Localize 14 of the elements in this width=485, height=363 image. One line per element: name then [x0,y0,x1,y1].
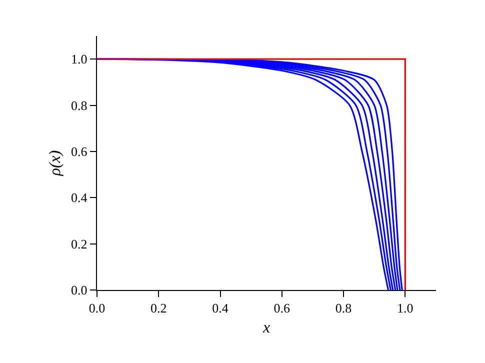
x-tick-label: 1.0 [397,300,414,316]
x-tick-label: 0.2 [150,300,167,316]
y-axis-title: ρ(x) [46,150,64,177]
y-tick-label: 0.0 [71,282,88,298]
x-tick-label: 0.4 [212,300,229,316]
x-tick-label: 0.0 [88,300,106,316]
y-tick-label: 0.8 [71,98,88,113]
x-tick-label: 0.8 [335,300,352,316]
x-tick-label: 0.6 [274,300,291,316]
y-tick-label: 0.2 [71,236,88,252]
x-axis-title: x [262,319,270,336]
y-tick-label: 0.4 [71,190,88,206]
y-tick-label: 1.0 [71,52,88,67]
y-tick-label: 0.6 [71,144,88,159]
